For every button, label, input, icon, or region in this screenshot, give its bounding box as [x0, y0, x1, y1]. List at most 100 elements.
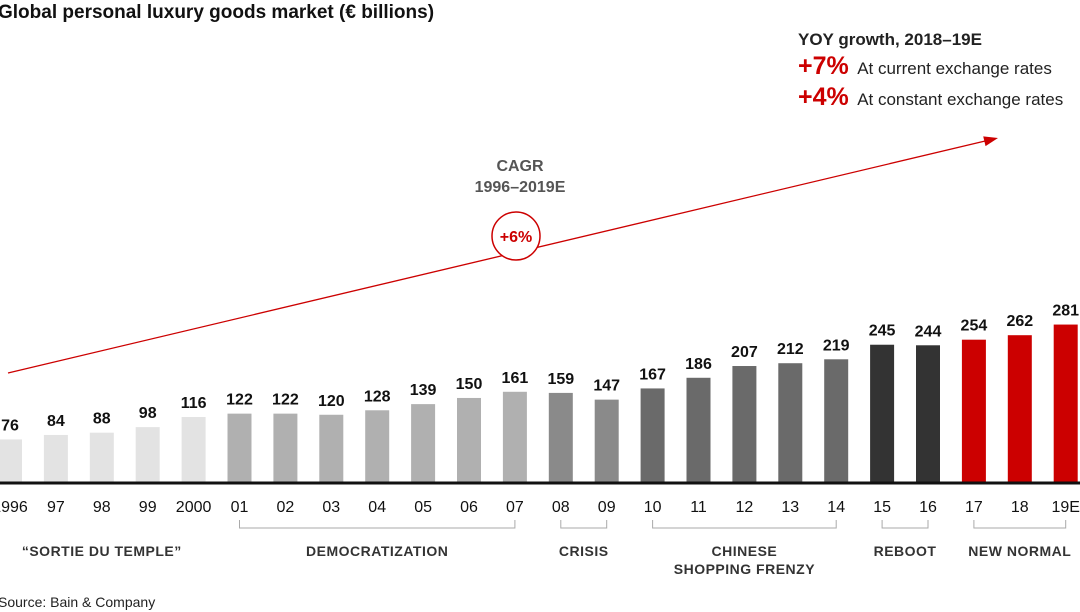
- bar-02: [273, 413, 298, 482]
- tick-label-10: 10: [644, 499, 662, 516]
- value-label-13: 212: [777, 341, 804, 358]
- chart-title: Global personal luxury goods market (€ b…: [0, 2, 435, 23]
- era-bracket: [652, 520, 837, 529]
- bar-1996: [0, 439, 22, 482]
- bar-06: [457, 397, 481, 482]
- era-label: DEMOCRATIZATION: [306, 543, 448, 559]
- era-bracket: [881, 520, 929, 529]
- era-label: SHOPPING FRENZY: [674, 561, 815, 577]
- tick-label-16: 16: [919, 499, 937, 516]
- value-label-03: 120: [318, 393, 345, 410]
- era-bracket: [973, 520, 1067, 529]
- tick-label-17: 17: [965, 499, 983, 516]
- cagr-arrowhead: [983, 136, 998, 147]
- yoy-row-constant: +4% At constant exchange rates: [798, 83, 1063, 112]
- era-label: CHINESE: [712, 543, 778, 559]
- value-label-01: 122: [226, 392, 253, 409]
- bar-11: [686, 377, 711, 482]
- tick-label-13: 13: [781, 499, 799, 516]
- tick-label-09: 09: [598, 499, 616, 516]
- tick-label-05: 05: [414, 499, 432, 516]
- value-label-10: 167: [639, 366, 666, 383]
- bar-13: [778, 363, 803, 482]
- value-label-99: 98: [139, 405, 157, 422]
- value-label-98: 88: [93, 411, 111, 428]
- tick-label-19E: 19E: [1051, 499, 1079, 516]
- value-label-19E: 281: [1052, 303, 1079, 320]
- yoy-constant-label: At constant exchange rates: [857, 90, 1064, 109]
- yoy-current-pct: +7%: [798, 52, 849, 80]
- cagr-value: +6%: [500, 229, 532, 246]
- tick-label-03: 03: [322, 499, 340, 516]
- era-label: NEW NORMAL: [968, 543, 1071, 559]
- bar-10: [640, 388, 665, 482]
- tick-label-04: 04: [368, 499, 386, 516]
- value-label-2000: 116: [181, 395, 207, 412]
- era-label: “SORTIE DU TEMPLE”: [22, 543, 182, 559]
- value-label-09: 147: [593, 378, 620, 395]
- tick-label-06: 06: [460, 499, 478, 516]
- tick-label-1996: 1996: [0, 499, 28, 516]
- bar-17: [961, 339, 986, 482]
- tick-label-98: 98: [93, 499, 111, 516]
- bar-08: [548, 392, 573, 482]
- bar-16: [916, 345, 940, 482]
- tick-label-02: 02: [277, 499, 295, 516]
- cagr-label: CAGR: [496, 158, 544, 175]
- bar-09: [594, 399, 619, 482]
- yoy-title: YOY growth, 2018–19E: [798, 30, 982, 49]
- cagr-arrow-line: [7, 138, 993, 374]
- era-label: CRISIS: [559, 543, 609, 559]
- tick-label-12: 12: [736, 499, 754, 516]
- cagr-period: 1996–2019E: [474, 179, 566, 196]
- yoy-row-current: +7% At current exchange rates: [798, 52, 1063, 81]
- cagr-annotation: CAGR 1996–2019E: [440, 156, 600, 198]
- value-label-08: 159: [547, 371, 574, 388]
- value-label-18: 262: [1006, 313, 1033, 330]
- bar-97: [43, 434, 68, 482]
- value-label-07: 161: [502, 370, 529, 387]
- tick-label-08: 08: [552, 499, 570, 516]
- bar-2000: [181, 417, 206, 482]
- value-label-04: 128: [364, 388, 391, 405]
- value-label-97: 84: [47, 413, 65, 430]
- bar-14: [824, 359, 849, 482]
- yoy-current-label: At current exchange rates: [857, 59, 1052, 78]
- cagr-circle: [491, 211, 541, 261]
- bar-05: [411, 404, 436, 482]
- era-bracket: [239, 520, 516, 529]
- bar-07: [502, 391, 527, 482]
- tick-label-99: 99: [139, 499, 157, 516]
- value-label-16: 244: [915, 323, 942, 340]
- bar-99: [135, 427, 160, 482]
- tick-label-14: 14: [827, 499, 845, 516]
- tick-label-97: 97: [47, 499, 65, 516]
- source-note: Source: Bain & Company: [0, 594, 156, 610]
- value-label-11: 186: [685, 356, 712, 373]
- value-label-06: 150: [456, 376, 483, 393]
- bar-19E: [1053, 324, 1078, 482]
- yoy-constant-pct: +4%: [798, 83, 849, 111]
- bar-18: [1007, 335, 1032, 482]
- tick-label-11: 11: [690, 499, 707, 516]
- value-label-14: 219: [823, 337, 850, 354]
- value-label-02: 122: [272, 392, 299, 409]
- bar-04: [365, 410, 390, 482]
- tick-label-15: 15: [873, 499, 891, 516]
- era-label: REBOOT: [874, 543, 937, 559]
- tick-label-2000: 2000: [176, 499, 212, 516]
- tick-label-18: 18: [1011, 499, 1029, 516]
- tick-label-07: 07: [506, 499, 524, 516]
- value-label-05: 139: [410, 382, 437, 399]
- bar-98: [89, 432, 114, 482]
- bar-03: [319, 414, 344, 482]
- era-bracket: [560, 520, 608, 529]
- bar-12: [732, 366, 757, 482]
- value-label-12: 207: [731, 344, 758, 361]
- bar-15: [870, 344, 895, 482]
- value-label-15: 245: [869, 323, 896, 340]
- value-label-17: 254: [961, 318, 988, 335]
- value-label-1996: 76: [1, 417, 19, 434]
- yoy-growth-box: YOY growth, 2018–19E +7% At current exch…: [798, 30, 1063, 112]
